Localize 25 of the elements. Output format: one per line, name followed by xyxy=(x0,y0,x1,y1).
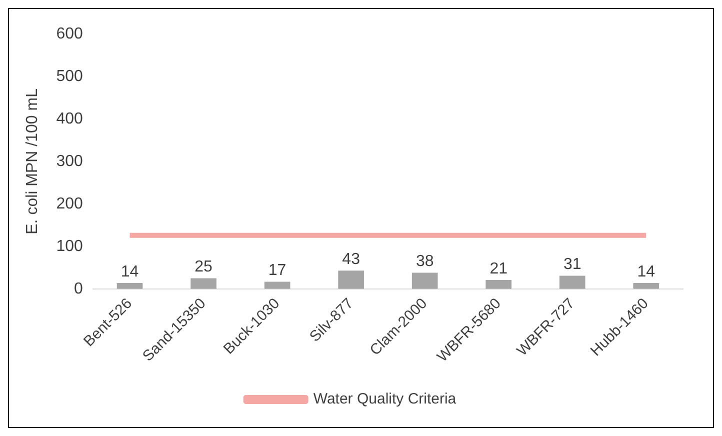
data-label: 38 xyxy=(416,253,434,270)
data-label: 14 xyxy=(637,263,656,280)
y-tick-label: 400 xyxy=(56,110,83,128)
y-tick-label: 600 xyxy=(56,25,83,42)
data-label: 31 xyxy=(563,256,582,274)
bar xyxy=(116,282,143,289)
y-tick-label: 0 xyxy=(74,280,83,298)
bar xyxy=(559,276,586,289)
bar xyxy=(633,282,660,289)
y-tick-label: 500 xyxy=(56,68,83,85)
data-label: 25 xyxy=(194,258,213,276)
data-label: 43 xyxy=(342,251,360,268)
legend-label: Water Quality Criteria xyxy=(313,390,457,408)
y-tick-label: 300 xyxy=(56,152,83,170)
y-tick-label: 100 xyxy=(56,238,83,255)
y-axis-title: E. coli MPN /100 mL xyxy=(24,88,42,234)
data-label: 21 xyxy=(490,260,508,278)
bar xyxy=(338,270,364,289)
bar xyxy=(486,280,512,289)
bar xyxy=(412,272,438,289)
data-label: 17 xyxy=(268,262,286,280)
data-label: 14 xyxy=(120,263,139,280)
bar xyxy=(264,282,290,289)
bar xyxy=(190,278,216,289)
y-tick-label: 200 xyxy=(56,195,83,212)
